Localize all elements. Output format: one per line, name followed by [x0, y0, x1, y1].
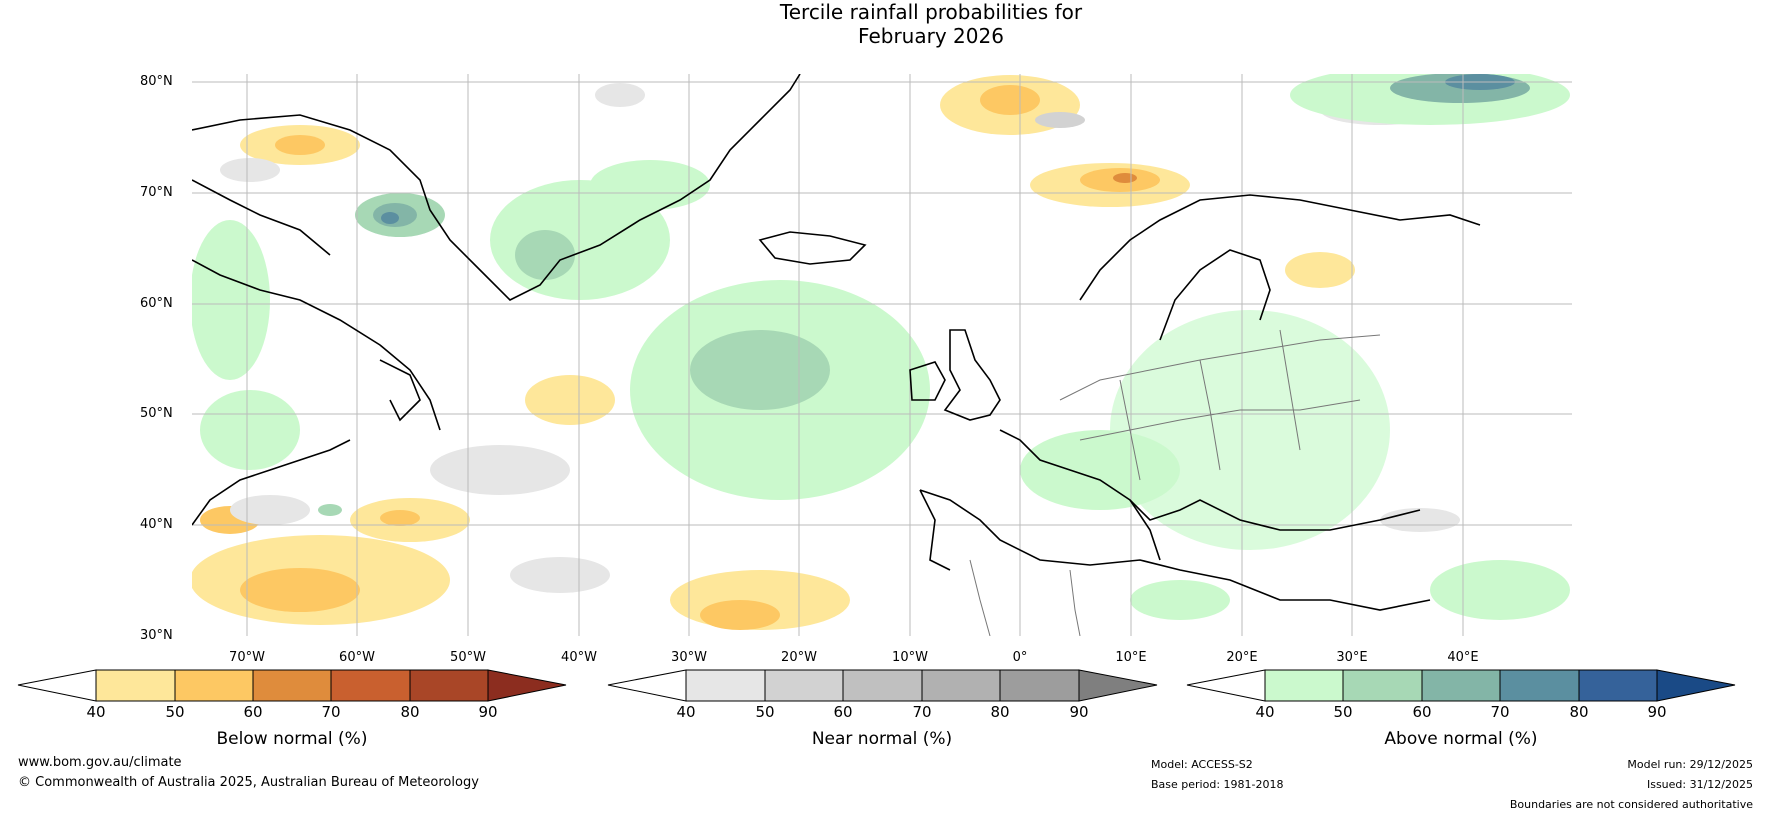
lat-label: 80°N [140, 74, 173, 89]
cbar-below-bin-5 [409, 669, 489, 702]
cbar-tick: 50 [165, 703, 185, 721]
cbar-tick: 70 [912, 703, 932, 721]
lon-label: 50°W [450, 650, 486, 665]
map-title: Tercile rainfall probabilities for Febru… [0, 0, 1770, 48]
cbar-above-bin-2 [1342, 669, 1423, 702]
lat-label: 30°N [140, 628, 173, 643]
cbar-tick: 80 [1569, 703, 1589, 721]
issued-text: Issued: 31/12/2025 [1646, 778, 1753, 791]
cbar-tick: 70 [1490, 703, 1510, 721]
cbar-near-bin-4 [921, 669, 1001, 702]
cbar-tick: 40 [676, 703, 696, 721]
cbar-tick: 50 [1333, 703, 1353, 721]
cbar-below-bin-3 [252, 669, 332, 702]
cbar-below-extend-high [487, 669, 567, 702]
lat-label: 60°N [140, 296, 173, 311]
disclaimer-text: Boundaries are not considered authoritat… [1509, 798, 1753, 811]
base-period-text: Base period: 1981-2018 [1151, 778, 1284, 791]
cbar-tick: 50 [755, 703, 775, 721]
lat-label: 50°N [140, 406, 173, 421]
cbar-below-bin-1 [95, 669, 176, 702]
cbar-below-extend-low [17, 669, 97, 702]
cbar-tick: 80 [400, 703, 420, 721]
cbar-near-bin-1 [685, 669, 766, 702]
cbar-near-extend-high [1078, 669, 1158, 702]
cbar-tick: 60 [833, 703, 853, 721]
lon-label: 30°E [1336, 650, 1368, 665]
lon-label: 30°W [671, 650, 707, 665]
model-text: Model: ACCESS-S2 [1151, 758, 1253, 771]
lat-label: 40°N [140, 517, 173, 532]
cbar-tick: 60 [243, 703, 263, 721]
lon-label: 10°W [892, 650, 928, 665]
cbar-below-bin-4 [330, 669, 411, 702]
cbar-label-below: Below normal (%) [216, 729, 368, 749]
cbar-near-bin-2 [764, 669, 844, 702]
cbar-above-bin-4 [1499, 669, 1580, 702]
lat-label: 70°N [140, 185, 173, 200]
lon-label: 0° [1012, 650, 1028, 665]
lon-label: 20°E [1226, 650, 1258, 665]
cbar-near-bin-5 [999, 669, 1080, 702]
title-line-2: February 2026 [858, 24, 1004, 48]
cbar-above-bin-5 [1578, 669, 1658, 702]
country-borders [969, 329, 1381, 636]
cbar-tick: 40 [86, 703, 106, 721]
model-run-text: Model run: 29/12/2025 [1627, 758, 1753, 771]
cbar-below-bin-2 [174, 669, 254, 702]
probability-shading [192, 74, 1570, 630]
lon-label: 60°W [339, 650, 375, 665]
cbar-tick: 90 [1069, 703, 1089, 721]
cbar-tick: 80 [990, 703, 1010, 721]
cbar-tick: 40 [1255, 703, 1275, 721]
lon-label: 20°W [781, 650, 817, 665]
lon-label: 40°W [561, 650, 597, 665]
cbar-above-bin-1 [1264, 669, 1344, 702]
cbar-near-extend-low [607, 669, 687, 702]
lon-label: 40°E [1447, 650, 1479, 665]
cbar-label-above: Above normal (%) [1384, 729, 1538, 749]
cbar-tick: 70 [321, 703, 341, 721]
cbar-tick: 90 [478, 703, 498, 721]
lon-label: 10°E [1115, 650, 1147, 665]
cbar-above-bin-3 [1421, 669, 1501, 702]
cbar-near-bin-3 [842, 669, 923, 702]
coastlines [192, 74, 1481, 611]
title-line-1: Tercile rainfall probabilities for [779, 0, 1083, 24]
website-link[interactable]: www.bom.gov.au/climate [18, 755, 182, 770]
colorbar-below-normal [17, 669, 567, 702]
cbar-above-extend-low [1186, 669, 1266, 702]
colorbar-above-normal [1186, 669, 1736, 702]
colorbar-near-normal [607, 669, 1158, 702]
graticule [192, 74, 1572, 636]
copyright-text: © Commonwealth of Australia 2025, Austra… [18, 775, 479, 790]
cbar-label-near: Near normal (%) [811, 729, 953, 749]
cbar-tick: 60 [1412, 703, 1432, 721]
cbar-above-extend-high [1656, 669, 1736, 702]
cbar-tick: 90 [1647, 703, 1667, 721]
lon-label: 70°W [229, 650, 265, 665]
